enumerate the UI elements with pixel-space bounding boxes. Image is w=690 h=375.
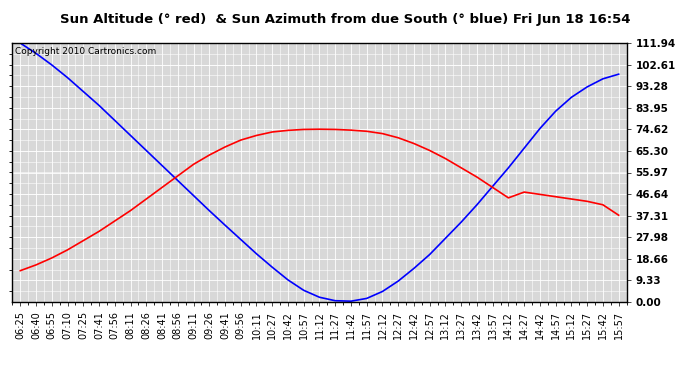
- Text: Copyright 2010 Cartronics.com: Copyright 2010 Cartronics.com: [15, 47, 157, 56]
- Text: Sun Altitude (° red)  & Sun Azimuth from due South (° blue) Fri Jun 18 16:54: Sun Altitude (° red) & Sun Azimuth from …: [60, 13, 630, 26]
